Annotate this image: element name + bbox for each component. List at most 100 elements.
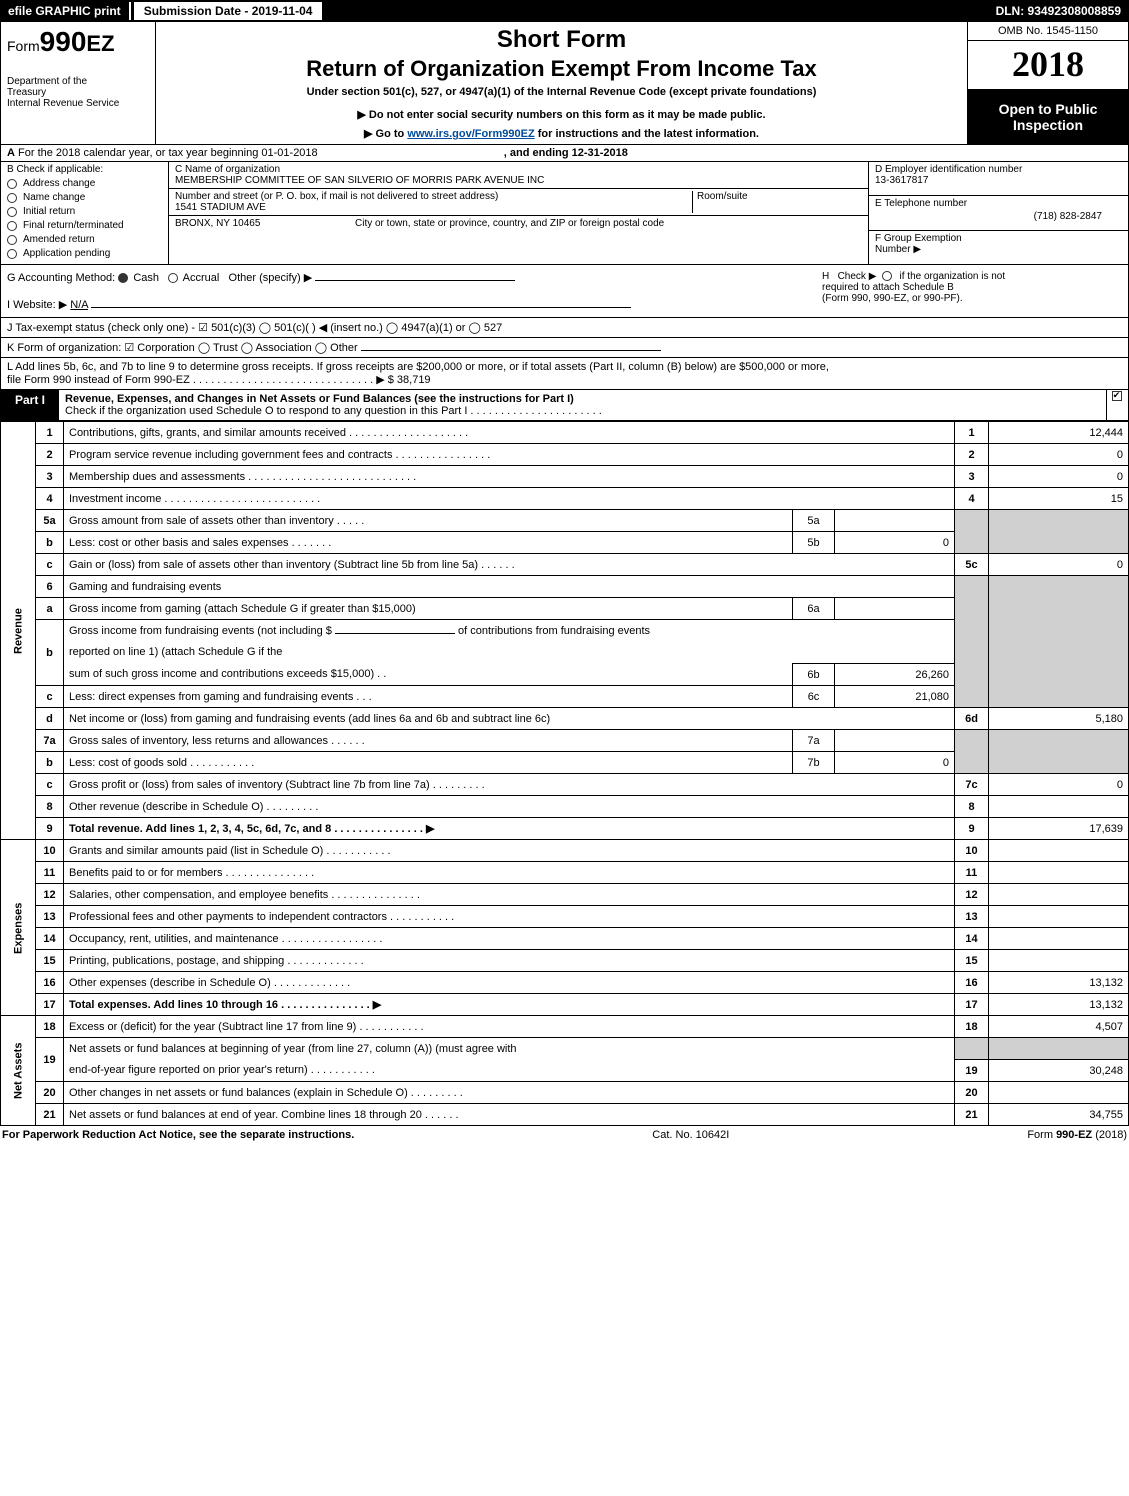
chk-label-1: Name change bbox=[23, 192, 85, 203]
l11-rnum: 11 bbox=[955, 862, 989, 884]
l5c-rnum: 5c bbox=[955, 554, 989, 576]
footer-left: For Paperwork Reduction Act Notice, see … bbox=[2, 1129, 354, 1141]
l19-text2: end-of-year figure reported on prior yea… bbox=[64, 1060, 955, 1082]
l21-rval: 34,755 bbox=[989, 1104, 1129, 1126]
c-name-label: C Name of organization bbox=[175, 164, 862, 175]
l10-rval bbox=[989, 840, 1129, 862]
revenue-sidelabel: Revenue bbox=[1, 422, 36, 840]
chk-amended-return[interactable]: Amended return bbox=[7, 234, 162, 245]
open-to-public: Open to Public Inspection bbox=[968, 90, 1128, 144]
l13-text: Professional fees and other payments to … bbox=[64, 906, 955, 928]
l11-rval bbox=[989, 862, 1129, 884]
l7c-rval: 0 bbox=[989, 774, 1129, 796]
chk-application-pending[interactable]: Application pending bbox=[7, 248, 162, 259]
chk-address-change[interactable]: Address change bbox=[7, 178, 162, 189]
footer-right: Form 990-EZ (2018) bbox=[1027, 1129, 1127, 1141]
return-title: Return of Organization Exempt From Incom… bbox=[162, 56, 961, 82]
h-checkbox[interactable] bbox=[882, 271, 892, 281]
shade-7 bbox=[955, 730, 989, 774]
omb-no: OMB No. 1545-1150 bbox=[968, 22, 1128, 41]
header-left: Form990EZ Department of the Treasury Int… bbox=[1, 22, 156, 144]
l9-text: Total revenue. Add lines 1, 2, 3, 4, 5c,… bbox=[64, 818, 955, 840]
l2-num: 2 bbox=[36, 444, 64, 466]
f-label2: Number ▶ bbox=[875, 244, 1122, 255]
row-k: K Form of organization: ☑ Corporation ◯ … bbox=[0, 338, 1129, 358]
l7c-text: Gross profit or (loss) from sales of inv… bbox=[64, 774, 955, 796]
l20-num: 20 bbox=[36, 1082, 64, 1104]
part1-header: Part I Revenue, Expenses, and Changes in… bbox=[0, 390, 1129, 421]
shade-5ab-val bbox=[989, 510, 1129, 554]
f-group: F Group Exemption Number ▶ bbox=[869, 231, 1128, 264]
chk-initial-return[interactable]: Initial return bbox=[7, 206, 162, 217]
l4-text: Investment income . . . . . . . . . . . … bbox=[64, 488, 955, 510]
l6-text: Gaming and fundraising events bbox=[64, 576, 955, 598]
shade-6 bbox=[955, 576, 989, 708]
e-value: (718) 828-2847 bbox=[875, 211, 1122, 222]
c-addr-row: Number and street (or P. O. box, if mail… bbox=[169, 189, 868, 216]
l18-num: 18 bbox=[36, 1016, 64, 1038]
l14-num: 14 bbox=[36, 928, 64, 950]
l21-rnum: 21 bbox=[955, 1104, 989, 1126]
l14-rnum: 14 bbox=[955, 928, 989, 950]
l14-rval bbox=[989, 928, 1129, 950]
top-bar: efile GRAPHIC print Submission Date - 20… bbox=[0, 0, 1129, 22]
chk-name-change[interactable]: Name change bbox=[7, 192, 162, 203]
l18-rnum: 18 bbox=[955, 1016, 989, 1038]
l6c-num: c bbox=[36, 686, 64, 708]
l15-num: 15 bbox=[36, 950, 64, 972]
l5b-sv: 0 bbox=[835, 532, 955, 554]
a-text1: For the 2018 calendar year, or tax year … bbox=[18, 147, 318, 159]
d-label: D Employer identification number bbox=[875, 164, 1122, 175]
b-check: Check if applicable: bbox=[16, 164, 103, 175]
l4-num: 4 bbox=[36, 488, 64, 510]
efile-label: efile GRAPHIC print bbox=[0, 2, 131, 20]
l17-text: Total expenses. Add lines 10 through 16 … bbox=[64, 994, 955, 1016]
h-text1: Check ▶ bbox=[838, 271, 877, 282]
l20-text: Other changes in net assets or fund bala… bbox=[64, 1082, 955, 1104]
h-text4: (Form 990, 990-EZ, or 990-PF). bbox=[822, 293, 1122, 304]
l-text2: file Form 990 instead of Form 990-EZ . .… bbox=[7, 373, 1122, 386]
box-c: C Name of organization MEMBERSHIP COMMIT… bbox=[169, 162, 868, 264]
l1-rnum: 1 bbox=[955, 422, 989, 444]
row-j: J Tax-exempt status (check only one) - ☑… bbox=[0, 318, 1129, 338]
row-a: A For the 2018 calendar year, or tax yea… bbox=[0, 145, 1129, 162]
chk-label-3: Final return/terminated bbox=[23, 220, 124, 231]
l7a-sn: 7a bbox=[793, 730, 835, 752]
goto-link[interactable]: www.irs.gov/Form990EZ bbox=[407, 128, 534, 140]
f-label: F Group Exemption bbox=[875, 233, 962, 244]
chk-label-5: Application pending bbox=[23, 248, 110, 259]
c-name-value: MEMBERSHIP COMMITTEE OF SAN SILVERIO OF … bbox=[175, 175, 862, 186]
part1-table: Revenue 1 Contributions, gifts, grants, … bbox=[0, 421, 1129, 1126]
radio-accrual[interactable] bbox=[168, 273, 178, 283]
form-header: Form990EZ Department of the Treasury Int… bbox=[0, 22, 1129, 145]
l13-rnum: 13 bbox=[955, 906, 989, 928]
radio-cash[interactable] bbox=[118, 273, 128, 283]
l16-rval: 13,132 bbox=[989, 972, 1129, 994]
part1-checkbox[interactable] bbox=[1106, 390, 1128, 420]
shade-7-val bbox=[989, 730, 1129, 774]
l6b-t2: of contributions from fundraising events bbox=[458, 625, 650, 637]
l6a-sv bbox=[835, 598, 955, 620]
chk-final-return[interactable]: Final return/terminated bbox=[7, 220, 162, 231]
shade-6-val bbox=[989, 576, 1129, 708]
g-accounting: G Accounting Method: Cash Accrual Other … bbox=[7, 271, 822, 311]
l2-text: Program service revenue including govern… bbox=[64, 444, 955, 466]
l18-rval: 4,507 bbox=[989, 1016, 1129, 1038]
row-l: L Add lines 5b, 6c, and 7b to line 9 to … bbox=[0, 358, 1129, 390]
c-name-row: C Name of organization MEMBERSHIP COMMIT… bbox=[169, 162, 868, 189]
l-text1: L Add lines 5b, 6c, and 7b to line 9 to … bbox=[7, 361, 1122, 373]
l6b-sv: 26,260 bbox=[835, 664, 955, 686]
h-text3: required to attach Schedule B bbox=[822, 282, 1122, 293]
form-ez: EZ bbox=[86, 31, 114, 56]
part1-tag: Part I bbox=[1, 390, 59, 420]
l5a-num: 5a bbox=[36, 510, 64, 532]
d-value: 13-3617817 bbox=[875, 175, 1122, 186]
l16-text: Other expenses (describe in Schedule O) … bbox=[64, 972, 955, 994]
box-b: B Check if applicable: Address change Na… bbox=[1, 162, 169, 264]
l9-rnum: 9 bbox=[955, 818, 989, 840]
l9-num: 9 bbox=[36, 818, 64, 840]
l7b-text: Less: cost of goods sold . . . . . . . .… bbox=[64, 752, 793, 774]
l13-num: 13 bbox=[36, 906, 64, 928]
c-city-row: BRONX, NY 10465 City or town, state or p… bbox=[169, 216, 868, 231]
under-section: Under section 501(c), 527, or 4947(a)(1)… bbox=[162, 86, 961, 98]
